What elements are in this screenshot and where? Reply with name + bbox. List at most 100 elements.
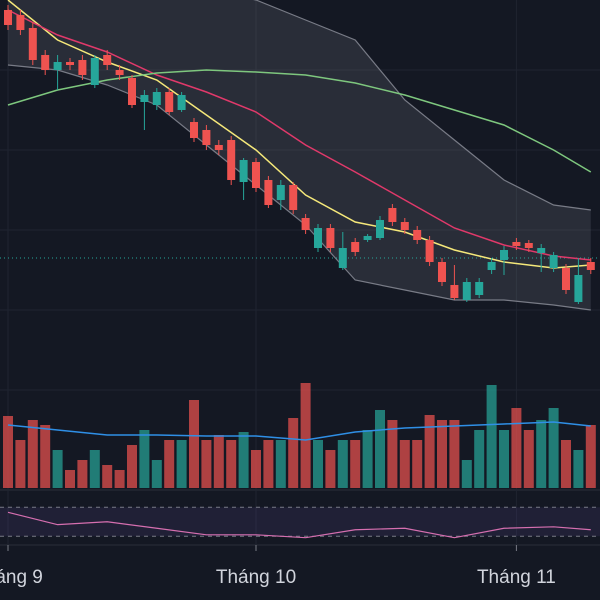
volume-bar	[375, 410, 385, 488]
candle-body	[115, 70, 124, 75]
volume-bar	[238, 432, 249, 488]
volume-bar	[313, 440, 323, 488]
grid	[0, 69, 600, 391]
volume-bar	[226, 440, 237, 488]
candle-body	[413, 230, 422, 240]
candle-body	[264, 180, 273, 205]
volume-bar	[151, 460, 162, 488]
candle-body	[28, 28, 37, 60]
volume-bar	[561, 440, 571, 488]
volume-bar	[27, 420, 38, 488]
volume-bar	[213, 435, 224, 488]
candle-body	[314, 228, 322, 248]
volume-bar	[449, 420, 460, 488]
candle-body	[4, 10, 12, 25]
volume-bar	[412, 440, 423, 488]
volume-bar	[3, 416, 13, 488]
volume-ma	[7, 421, 591, 441]
candle-body	[450, 285, 459, 298]
candle-body	[363, 236, 372, 240]
x-tick-label: Tháng 10	[216, 567, 296, 588]
candle-body	[165, 92, 174, 112]
volume-bar	[548, 408, 559, 488]
candle-body	[103, 55, 112, 65]
volume-bar	[499, 430, 509, 488]
candle-body	[239, 160, 248, 182]
volume-bar	[15, 440, 26, 488]
candle-body	[338, 248, 347, 268]
volume-bar	[251, 450, 261, 488]
candle-body	[276, 185, 285, 200]
volume-bar	[350, 440, 361, 488]
volume-bar	[288, 418, 299, 488]
volume-bar	[511, 408, 522, 488]
candle-body	[214, 145, 223, 150]
candle-body	[512, 242, 521, 246]
candle-body	[78, 60, 87, 75]
volume-bar	[102, 465, 113, 488]
candle-body	[438, 262, 446, 282]
candle-body	[90, 58, 99, 85]
x-tick-label: Tháng 9	[0, 567, 43, 588]
volume-bar	[437, 420, 447, 488]
volume-bar	[263, 440, 274, 488]
candle-body	[152, 92, 161, 105]
volume-bar	[387, 420, 398, 488]
volume-bar	[189, 400, 199, 488]
volume-bar	[486, 385, 497, 488]
candle-body	[177, 95, 186, 110]
candle-body	[140, 95, 149, 102]
candle-body	[487, 262, 496, 270]
candle-body	[351, 242, 360, 252]
volume-bar	[201, 440, 212, 488]
candle-body	[202, 130, 211, 145]
volume-bar	[127, 445, 137, 488]
candle-body	[462, 282, 471, 300]
volume-bar	[573, 450, 584, 488]
candle-body	[16, 15, 25, 30]
volume-bar	[523, 430, 534, 488]
candle-body	[537, 248, 546, 253]
rsi-line	[7, 511, 591, 539]
volume-bar	[164, 440, 175, 488]
volume-bar	[474, 430, 485, 488]
candle-body	[549, 255, 558, 268]
volume-bar	[399, 440, 410, 488]
candle-body	[388, 208, 397, 222]
candle-body	[289, 185, 298, 210]
candle-body	[66, 62, 74, 65]
volume-bar	[325, 450, 336, 488]
volume-bar	[52, 450, 63, 488]
candle-body	[252, 162, 260, 188]
band-fill	[8, 0, 591, 310]
volume-bar	[275, 440, 286, 488]
candle-body	[562, 268, 570, 290]
volume-bar	[337, 440, 348, 488]
volume-bar	[65, 470, 75, 488]
volume-bar	[424, 415, 435, 488]
candle-body	[586, 262, 595, 270]
candle-body	[524, 243, 533, 248]
candle-body	[41, 55, 50, 70]
candle-body	[475, 282, 484, 295]
candle-body	[301, 218, 310, 230]
candle-body	[53, 62, 62, 70]
candle-body	[500, 250, 508, 260]
candle-body	[227, 140, 236, 180]
volume-bar	[77, 460, 88, 488]
rsi-zone	[0, 507, 600, 537]
candle-body	[190, 122, 198, 138]
x-tick-label: Tháng 11	[477, 567, 556, 588]
volume-bar	[89, 450, 100, 488]
moving-average	[7, 69, 592, 173]
candle-body	[326, 228, 335, 248]
candle-body	[400, 222, 409, 230]
candle-body	[128, 78, 136, 105]
volume-bar	[300, 383, 311, 488]
candle-body	[376, 220, 384, 238]
volume-bar	[536, 420, 547, 488]
volume-bar	[176, 440, 187, 488]
candle-body	[574, 275, 583, 302]
volume-bar	[40, 425, 51, 488]
